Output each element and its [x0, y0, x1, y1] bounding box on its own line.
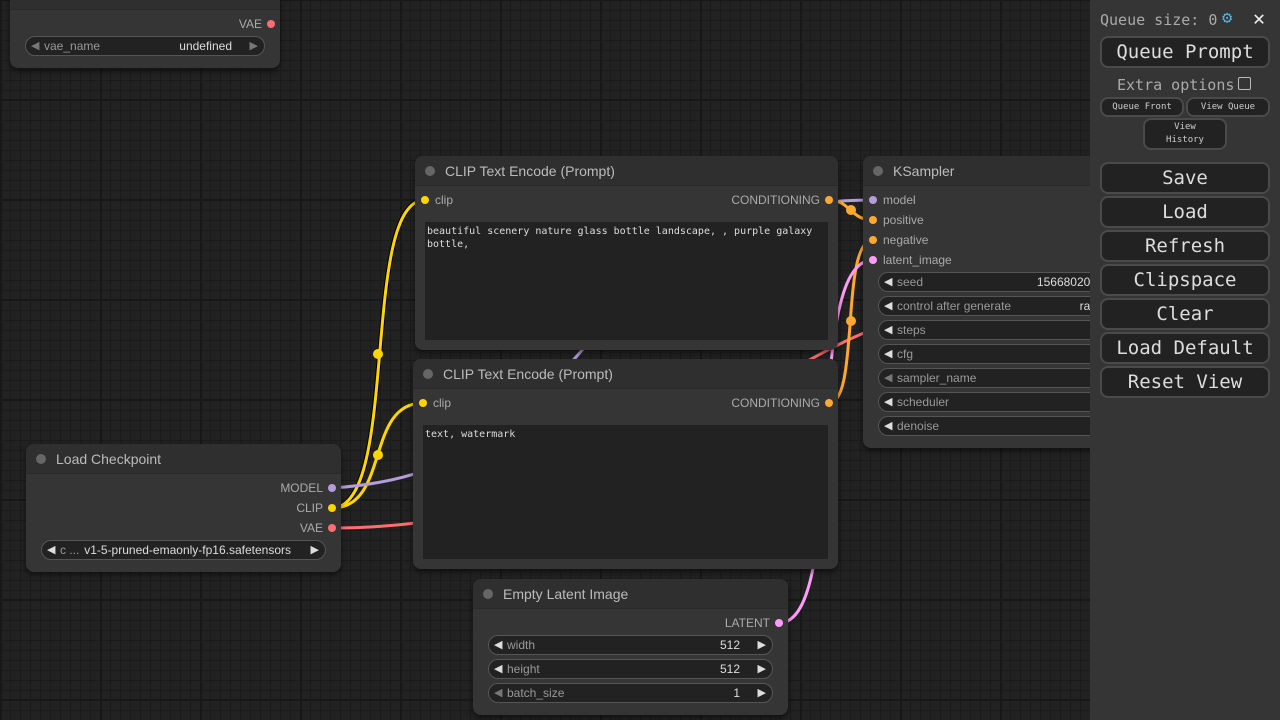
ksampler-widget-steps[interactable]: ◀ steps: [878, 320, 1138, 340]
view-history-button[interactable]: View History: [1143, 118, 1227, 150]
output-clip[interactable]: CLIP: [221, 498, 341, 518]
node-title-bar[interactable]: [10, 0, 280, 10]
collapse-dot-icon[interactable]: [425, 166, 435, 176]
prompt-textarea[interactable]: text, watermark: [423, 425, 828, 559]
input-latent-image[interactable]: latent_image: [863, 250, 952, 270]
side-menu: Queue size: 0 ⚙ ✕ Queue Prompt Extra opt…: [1090, 0, 1280, 720]
refresh-button[interactable]: Refresh: [1100, 230, 1270, 262]
slot-dot-icon: [267, 20, 275, 28]
ksampler-node[interactable]: KSampler model positive negative latent_…: [863, 156, 1138, 448]
node-title[interactable]: KSampler: [863, 156, 1123, 186]
ksampler-widget-scheduler[interactable]: ◀ scheduler: [878, 392, 1138, 412]
settings-gear-icon[interactable]: ⚙: [1222, 8, 1233, 28]
clip-text-encode-positive-node[interactable]: CLIP Text Encode (Prompt) clip CONDITION…: [415, 156, 838, 350]
output-vae[interactable]: VAE: [221, 518, 341, 538]
output-conditioning[interactable]: CONDITIONING: [688, 190, 838, 210]
view-queue-button[interactable]: View Queue: [1186, 97, 1270, 117]
ksampler-widget-control-after-generate[interactable]: ◀ control after generate ran: [878, 296, 1138, 316]
input-clip[interactable]: clip: [413, 393, 451, 413]
ksampler-widget-sampler-name[interactable]: ◀ sampler_name: [878, 368, 1138, 388]
close-icon[interactable]: ✕: [1253, 6, 1266, 30]
height-number[interactable]: ◀ height 512 ▶: [488, 659, 773, 679]
input-negative[interactable]: negative: [863, 230, 928, 250]
node-title[interactable]: CLIP Text Encode (Prompt): [415, 156, 838, 186]
output-vae[interactable]: VAE: [160, 14, 280, 34]
clipspace-button[interactable]: Clipspace: [1100, 264, 1270, 296]
queue-front-button[interactable]: Queue Front: [1100, 97, 1184, 117]
vae-name-combo[interactable]: ◀ vae_name undefined ▶: [25, 36, 265, 56]
extra-options-checkbox[interactable]: [1238, 77, 1251, 90]
extra-options-label: Extra options: [1117, 76, 1235, 94]
clear-button[interactable]: Clear: [1100, 298, 1270, 330]
node-title[interactable]: Empty Latent Image: [473, 579, 788, 609]
ckpt-name-combo[interactable]: ◀ c ... v1-5-pruned-emaonly-fp16.safetenso…: [41, 540, 326, 560]
save-button[interactable]: Save: [1100, 162, 1270, 194]
collapse-dot-icon[interactable]: [423, 369, 433, 379]
load-default-button[interactable]: Load Default: [1100, 332, 1270, 364]
queue-prompt-button[interactable]: Queue Prompt: [1100, 36, 1270, 68]
node-title[interactable]: Load Checkpoint: [26, 444, 341, 474]
width-number[interactable]: ◀ width 512 ▶: [488, 635, 773, 655]
output-latent[interactable]: LATENT: [668, 613, 788, 633]
clip-text-encode-negative-node[interactable]: CLIP Text Encode (Prompt) clip CONDITION…: [413, 359, 838, 569]
vae-loader-node[interactable]: VAE ◀ vae_name undefined ▶: [10, 0, 280, 68]
input-positive[interactable]: positive: [863, 210, 924, 230]
empty-latent-image-node[interactable]: Empty Latent Image LATENT ◀ width 512 ▶ ◀ he…: [473, 579, 788, 715]
prompt-textarea[interactable]: beautiful scenery nature glass bottle la…: [425, 222, 828, 340]
node-title[interactable]: CLIP Text Encode (Prompt): [413, 359, 838, 389]
load-checkpoint-node[interactable]: Load Checkpoint MODEL CLIP VAE ◀ c ... v1-…: [26, 444, 341, 572]
queue-size-label: Queue size: 0: [1100, 11, 1218, 29]
reset-view-button[interactable]: Reset View: [1100, 366, 1270, 398]
batch-size-number[interactable]: ◀ batch_size 1 ▶: [488, 683, 773, 703]
load-button[interactable]: Load: [1100, 196, 1270, 228]
input-clip[interactable]: clip: [415, 190, 453, 210]
collapse-dot-icon[interactable]: [873, 166, 883, 176]
collapse-dot-icon[interactable]: [36, 454, 46, 464]
collapse-dot-icon[interactable]: [483, 589, 493, 599]
input-model[interactable]: model: [863, 190, 916, 210]
output-model[interactable]: MODEL: [221, 478, 341, 498]
output-conditioning[interactable]: CONDITIONING: [688, 393, 838, 413]
